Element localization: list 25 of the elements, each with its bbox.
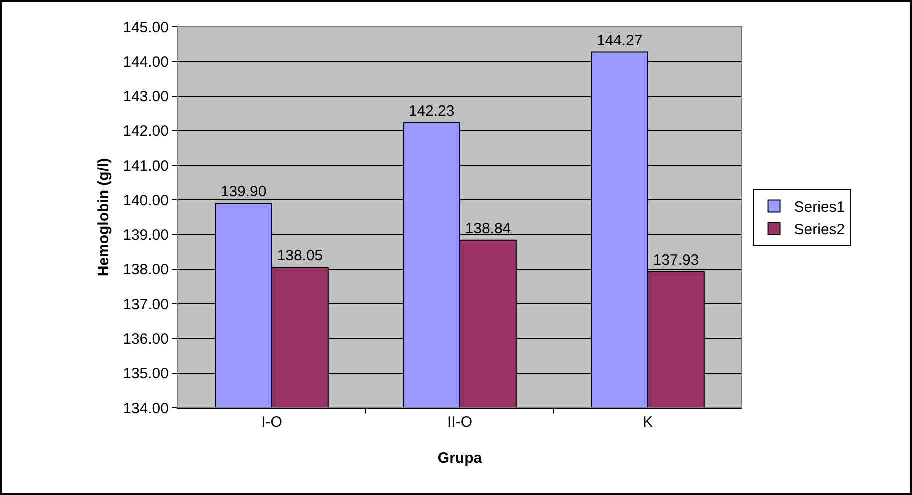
legend-label: Series2: [794, 222, 846, 239]
y-tick-label: 136.00: [123, 330, 169, 348]
x-tick-label: K: [642, 414, 654, 431]
y-tick-label: 138.00: [123, 262, 169, 279]
data-label: 139.90: [220, 184, 267, 201]
data-label: 137.93: [653, 252, 700, 269]
y-tick-label: 140.00: [123, 192, 169, 210]
y-tick-label: 141.00: [123, 158, 169, 175]
y-tick-label: 137.00: [123, 296, 169, 314]
y-tick-label: 143.00: [123, 88, 169, 106]
y-tick-label: 145.00: [123, 19, 169, 36]
x-tick-label: I-O: [262, 414, 282, 431]
y-axis-title: Hemoglobin (g/l): [95, 158, 112, 277]
x-axis-title: Grupa: [438, 450, 483, 467]
y-tick-label: 144.00: [123, 54, 169, 71]
data-label: 138.84: [465, 220, 512, 238]
data-label: 142.23: [408, 102, 455, 120]
y-tick-label: 135.00: [123, 366, 169, 383]
x-tick-label: II-O: [448, 414, 472, 431]
y-tick-label: 134.00: [123, 400, 169, 418]
legend-label: Series1: [794, 199, 846, 216]
y-tick-label: 142.00: [123, 123, 169, 140]
y-tick-label: 139.00: [123, 227, 169, 244]
data-label: 144.27: [596, 32, 643, 50]
data-label: 138.05: [277, 248, 324, 265]
